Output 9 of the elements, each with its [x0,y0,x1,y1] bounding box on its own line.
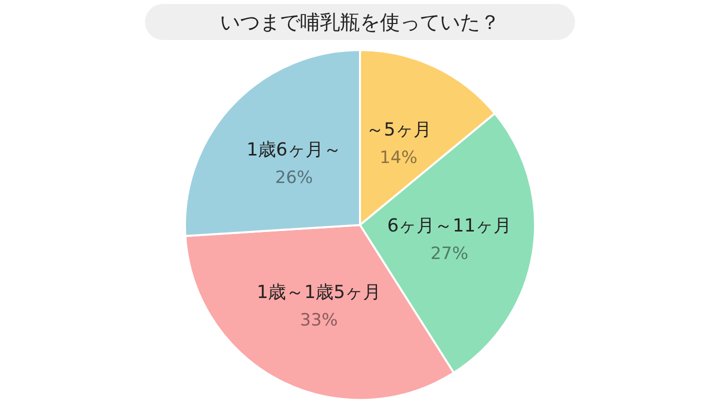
data-label: 26% [275,168,313,188]
slice-label: ～5ヶ月 [366,120,432,141]
data-label: 14% [380,148,418,168]
data-label: 33% [300,310,338,331]
slice-label: 1歳～1歳5ヶ月 [256,282,382,304]
data-label: 27% [430,244,468,264]
slice-label: 1歳6ヶ月～ [246,140,342,161]
slice-label: 6ヶ月～11ヶ月 [387,216,512,237]
chart-title: いつまで哺乳瓶を使っていた？ [220,10,500,34]
